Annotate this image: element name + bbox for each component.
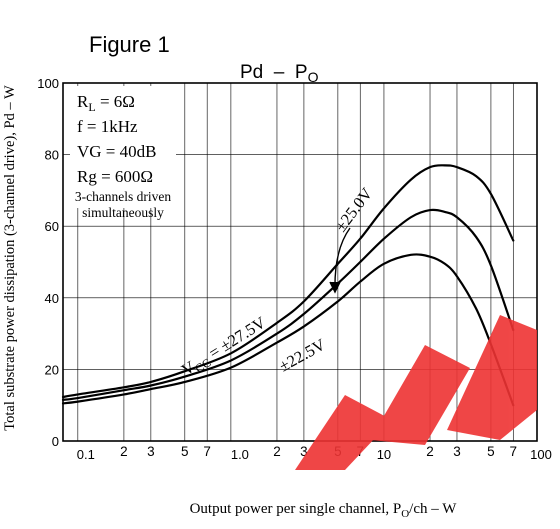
condition-f: f = 1kHz [77,117,138,136]
condition-vg: VG = 40dB [77,142,156,161]
series-25v-arrow [329,227,351,294]
x-tick-label-major: 0.1 [77,447,95,462]
x-tick-label-minor: 2 [273,444,281,459]
series-group [61,164,515,407]
y-tick-labels: 0 20 40 60 80 100 [37,76,59,449]
condition-rl-value: = 6Ω [96,92,135,111]
x-axis-label: Output power per single channel, PO/ch –… [190,501,458,520]
conditions-box: RL = 6Ω f = 1kHz VG = 40dB Rg = 600Ω 3-c… [70,86,176,220]
curve-vcc-25-0v [61,208,515,401]
y-tick-label: 100 [37,76,59,91]
x-tick-label-minor: 2 [120,444,128,459]
watermark-shape-2 [370,345,470,445]
x-tick-label-major: 1.0 [231,447,249,462]
x-tick-label-minor: 3 [300,444,308,459]
chart-title-sub: O [308,69,319,85]
x-axis-label-main: Output power per single channel, P [190,501,402,517]
y-tick-label: 40 [45,291,59,306]
chart-title-main: Pd – P [240,62,308,83]
x-tick-label-major: 100 [530,447,552,462]
x-tick-label-major: 10 [377,447,391,462]
plot-frame [62,82,538,442]
x-tick-label-minor: 3 [453,444,461,459]
figure-label: Figure 1 [89,32,170,57]
x-tick-label-minor: 7 [203,444,211,459]
condition-rl: RL = 6Ω [77,92,135,114]
conditions-box-bg [70,86,176,208]
curve-vcc-27-5v [61,164,515,399]
x-tick-label-minor: 5 [487,444,495,459]
x-tick-label-minor: 3 [147,444,155,459]
y-axis-label: Total substrate power dissipation (3-cha… [2,85,18,431]
note-line-1: 3-channels driven [75,189,172,204]
watermark-shape-3 [447,315,537,440]
watermark-graphic [295,315,537,470]
y-tick-label: 60 [45,219,59,234]
condition-rl-sub: L [88,100,95,114]
y-tick-label: 0 [52,434,59,449]
x-tick-label-minor: 5 [181,444,189,459]
condition-rg: Rg = 600Ω [77,167,153,186]
watermark-shape-1 [295,395,392,470]
y-tick-label: 80 [45,148,59,163]
series-label-27-5v-tail: = ±27.5V [202,313,269,365]
series-25v-arrow-head [329,281,341,294]
x-tick-label-minor: 7 [510,444,518,459]
x-axis-label-tail: /ch – W [409,501,457,517]
x-tick-label-minor: 2 [426,444,434,459]
condition-rl-main: R [77,92,89,111]
chart-title: Pd – PO [240,62,319,85]
y-tick-label: 20 [45,362,59,377]
x-axis-label-sub: O [401,508,409,520]
curve-vcc-22-5v [61,253,515,407]
note-line-2: simultaneously [82,205,164,220]
